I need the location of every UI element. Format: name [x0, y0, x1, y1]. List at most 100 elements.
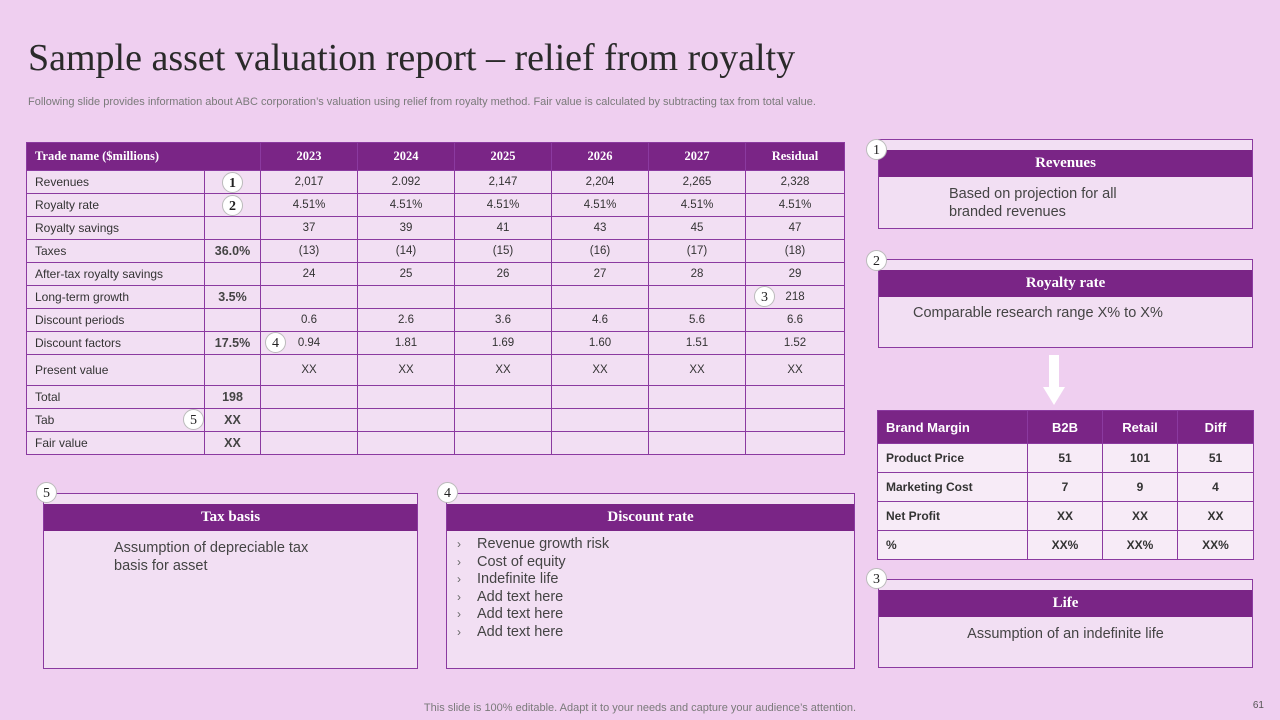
row-value [260, 431, 359, 455]
brand-header-retail: Retail [1102, 410, 1178, 444]
row-value: (18) [745, 239, 846, 263]
row-value-text: 2,265 [682, 176, 712, 188]
list-item-text: Cost of equity [477, 553, 566, 570]
row-value: 4.51% [551, 193, 650, 217]
table-row: After-tax royalty savings 24 25 26 27 28 29 [26, 262, 846, 286]
valuation-table: Trade name ($millions) 2023 2024 2025 20… [25, 142, 846, 455]
chevron-right-icon: › [457, 607, 461, 622]
row-value: 29 [745, 262, 846, 286]
row-value-text: 1.51 [685, 337, 709, 349]
tax-basis-box-text: Assumption of depreciable tax basis for … [114, 540, 309, 574]
row-value: 43 [551, 216, 650, 240]
row-value [551, 408, 650, 432]
row-value: 4.51% [357, 193, 456, 217]
header-residual: Residual [745, 142, 846, 171]
footer-note: This slide is 100% editable. Adapt it to… [423, 702, 857, 714]
row-value [357, 285, 456, 309]
row-value: 2,204 [551, 170, 650, 194]
row-parameter: XX [203, 408, 262, 432]
chevron-right-icon: › [457, 537, 461, 551]
row-label-text: Royalty rate [35, 198, 100, 212]
brand-header-diff: Diff [1177, 410, 1254, 444]
row-value: 4.51% [648, 193, 747, 217]
down-arrow-icon [1043, 355, 1065, 405]
discount-rate-badge: 4 [437, 482, 458, 503]
row-value [454, 408, 553, 432]
row-label: Fair value [26, 431, 205, 455]
row-value: XX [357, 354, 456, 386]
brand-row-label: Net Profit [877, 501, 1028, 531]
row-value-text: 1.81 [394, 337, 418, 349]
row-label: Long-term growth [26, 285, 205, 309]
row-label-text: Long-term growth [35, 290, 130, 304]
tax-basis-box: Tax basis Assumption of depreciable tax … [43, 493, 418, 669]
row-label-text: Taxes [35, 244, 67, 258]
row-value-text: 3.6 [495, 314, 512, 326]
row-label-text: Discount periods [35, 313, 125, 327]
row-value: 1.69 [454, 331, 553, 355]
row-label-text: Royalty savings [35, 221, 120, 235]
row-parameter: 36.0% [203, 239, 262, 263]
row-value [551, 385, 650, 409]
row-parameter: 198 [203, 385, 262, 409]
row-value: 28 [648, 262, 747, 286]
row-value [648, 385, 747, 409]
page-title: Sample asset valuation report – relief f… [28, 37, 796, 79]
brand-row-value: XX [1027, 501, 1103, 531]
row-value [551, 431, 650, 455]
tab-badge: 5 [183, 409, 204, 430]
discount-rate-box-title: Discount rate [447, 504, 854, 531]
header-2027: 2027 [648, 142, 747, 171]
list-item-text: Add text here [477, 606, 564, 623]
row-value-text: 1.69 [491, 337, 515, 349]
brand-row-value: 7 [1027, 472, 1103, 502]
row-value-text: 4.51% [292, 199, 326, 211]
revenues-badge: 1 [866, 139, 887, 160]
row-value: 4.6 [551, 308, 650, 332]
row-value [260, 408, 359, 432]
row-parameter [203, 354, 262, 386]
brand-row-value: XX% [1027, 530, 1103, 560]
table-row: Total 198 [26, 385, 846, 409]
row-value-text: 4.51% [680, 199, 714, 211]
brand-header-row: Brand Margin B2B Retail Diff [877, 410, 1254, 444]
row-label: Royalty rate [26, 193, 205, 217]
brand-row-value: XX [1177, 501, 1254, 531]
list-item-text: Revenue growth risk [477, 536, 610, 552]
row-badge: 1 [222, 171, 243, 193]
row-parameter: 2 [203, 193, 262, 217]
life-badge: 3 [866, 568, 887, 589]
row-value: 4.51% [454, 193, 553, 217]
royalty-rate-box-text: Comparable research range X% to X% [913, 305, 1163, 321]
row-value-text: 25 [399, 268, 413, 280]
brand-row-value: XX [1102, 501, 1178, 531]
brand-header-b2b: B2B [1027, 410, 1103, 444]
row-value: 45 [648, 216, 747, 240]
row-value [260, 385, 359, 409]
row-value-text: XX [301, 364, 317, 376]
row-value-text: XX [689, 364, 705, 376]
row-value: 37 [260, 216, 359, 240]
row-value: 39 [357, 216, 456, 240]
row-value: 27 [551, 262, 650, 286]
row-value: 2.6 [357, 308, 456, 332]
table-row: Tab 5 XX [26, 408, 846, 432]
header-trade-name: Trade name ($millions) [25, 142, 262, 171]
row-value: (16) [551, 239, 650, 263]
row-value: XX [648, 354, 747, 386]
revenues-box-title: Revenues [879, 150, 1252, 177]
discount-rate-list: › Revenue growth risk › Cost of equity › Inde… [457, 536, 609, 642]
row-value-text: 4.51% [486, 199, 520, 211]
row-label: Taxes [26, 239, 205, 263]
table-row: Discount periods 0.6 2.6 3.6 4.6 5.6 6.6 [26, 308, 846, 332]
row-value-text: 47 [788, 222, 802, 234]
row-value: 41 [454, 216, 553, 240]
row-label: Discount factors [26, 331, 205, 355]
table-row: Present value XX XX XX XX XX XX [26, 354, 846, 386]
row-value: 2.092 [357, 170, 456, 194]
row-value-text: 0.6 [301, 314, 318, 326]
row-value: XX [745, 354, 846, 386]
brand-row-label: Marketing Cost [877, 472, 1028, 502]
row-value-text: 6.6 [787, 314, 804, 326]
header-2023: 2023 [260, 142, 359, 171]
